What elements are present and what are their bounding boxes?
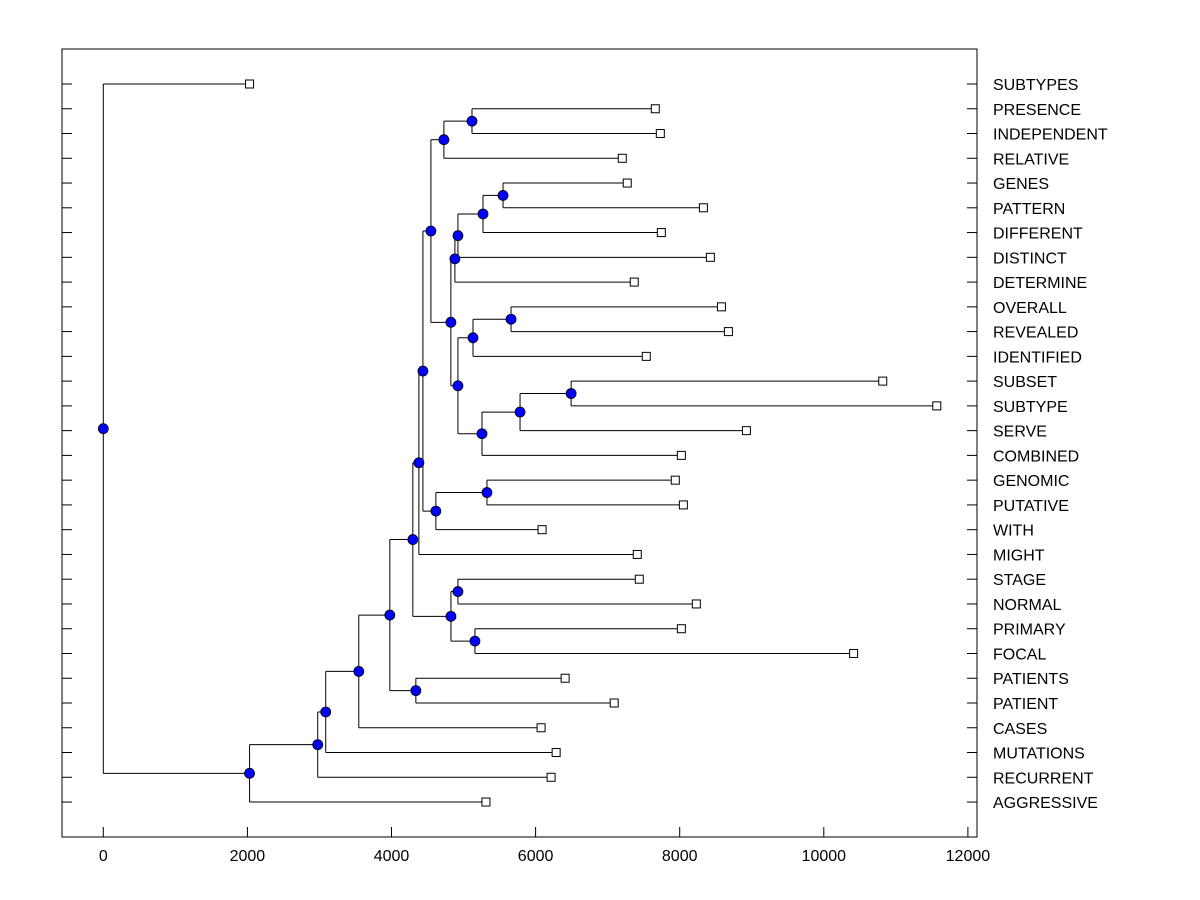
leaf-node-square [691,599,701,609]
leaf-node-square [622,178,632,188]
leaf-node-square [632,549,642,559]
leaf-label: WITH [993,523,1034,540]
leaf-label: PATIENT [993,696,1058,713]
leaf-label: RELATIVE [993,151,1069,168]
leaf-label: AGGRESSIVE [993,795,1098,812]
internal-node-circle [384,609,396,621]
leaf-node-square [634,574,644,584]
leaf-node-square [650,104,660,114]
internal-node-circle [407,534,419,545]
leaf-label: PRIMARY [993,622,1066,639]
leaf-node-square [617,153,627,163]
leaf-node-square [656,228,666,238]
internal-node-circle [449,253,461,265]
x-tick-label: 10000 [802,848,847,865]
leaf-node-square [716,302,726,312]
leaf-node-square [536,723,546,733]
x-tick-label: 0 [99,848,108,865]
plot-frame [61,48,978,838]
internal-node-circle [353,666,365,677]
leaf-label: PATTERN [993,201,1065,218]
leaf-node-square [655,129,665,139]
internal-node-circle [244,767,255,779]
leaf-node-square [678,500,688,510]
internal-node-circle [497,190,509,201]
leaf-node-square [932,401,942,411]
leaf-node-square [698,203,708,213]
internal-node-circle [320,706,332,718]
leaf-node-square [849,648,859,658]
internal-node-circle [481,487,493,498]
leaf-node-square [705,252,715,262]
x-tick-label: 12000 [946,848,991,865]
leaf-label: SUBTYPE [993,399,1068,416]
internal-node-circle [413,457,425,469]
leaf-label: GENES [993,176,1049,193]
leaf-node-square [676,624,686,634]
leaf-label: SERVE [993,424,1047,441]
leaf-node-square [546,772,556,782]
internal-node-circle [467,332,479,344]
internal-node-circle [505,313,517,325]
leaf-label: CASES [993,721,1047,738]
leaf-label: DETERMINE [993,275,1087,292]
internal-node-circle [312,739,324,751]
leaf-label: COMBINED [993,448,1079,465]
leaf-label: FOCAL [993,646,1046,663]
internal-node-circle [445,610,457,622]
leaf-node-square [723,327,733,337]
internal-node-circle [469,635,481,647]
leaf-node-square [481,797,491,807]
internal-node-circle [438,134,450,146]
leaf-label: PATIENTS [993,671,1069,688]
leaf-node-square [741,426,751,436]
leaf-node-square [670,475,680,485]
leaf-node-square [878,376,888,386]
leaf-label: INDEPENDENT [993,127,1108,144]
x-tick-label: 2000 [230,848,266,865]
leaf-label: SUBSET [993,374,1057,391]
leaf-label: MUTATIONS [993,746,1085,763]
leaf-node-square [245,79,255,89]
internal-node-circle [476,428,488,440]
internal-node-circle [417,365,429,377]
internal-node-circle [565,388,577,399]
x-tick-label: 6000 [518,848,554,865]
x-tick-label: 8000 [662,848,698,865]
x-tick-label: 4000 [374,848,410,865]
internal-node-circle [452,380,464,392]
internal-node-circle [452,586,464,597]
leaf-node-square [676,450,686,460]
internal-node-circle [410,685,422,697]
leaf-label: NORMAL [993,597,1062,614]
internal-node-circle [97,423,109,435]
internal-node-circle [445,316,457,328]
leaf-label: GENOMIC [993,473,1069,490]
internal-node-circle [514,406,526,418]
leaf-label: OVERALL [993,300,1067,317]
leaf-node-square [629,277,639,287]
internal-node-circle [430,505,442,517]
internal-node-circle [425,225,437,237]
leaf-node-square [537,525,547,535]
leaf-label: IDENTIFIED [993,349,1082,366]
leaf-label: DIFFERENT [993,226,1083,243]
internal-node-circle [466,115,478,127]
leaf-label: RECURRENT [993,770,1094,787]
leaf-label: PRESENCE [993,102,1081,119]
leaf-label: SUBTYPES [993,77,1078,94]
leaf-node-square [609,698,619,708]
internal-node-circle [477,208,489,220]
leaf-label: MIGHT [993,547,1045,564]
leaf-node-square [551,748,561,758]
leaf-label: DISTINCT [993,250,1067,267]
leaf-label: REVEALED [993,325,1078,342]
leaf-label: PUTATIVE [993,498,1069,515]
internal-node-circle [452,230,464,242]
leaf-label: STAGE [993,572,1046,589]
leaf-node-square [560,673,570,683]
leaf-node-square [641,351,651,361]
